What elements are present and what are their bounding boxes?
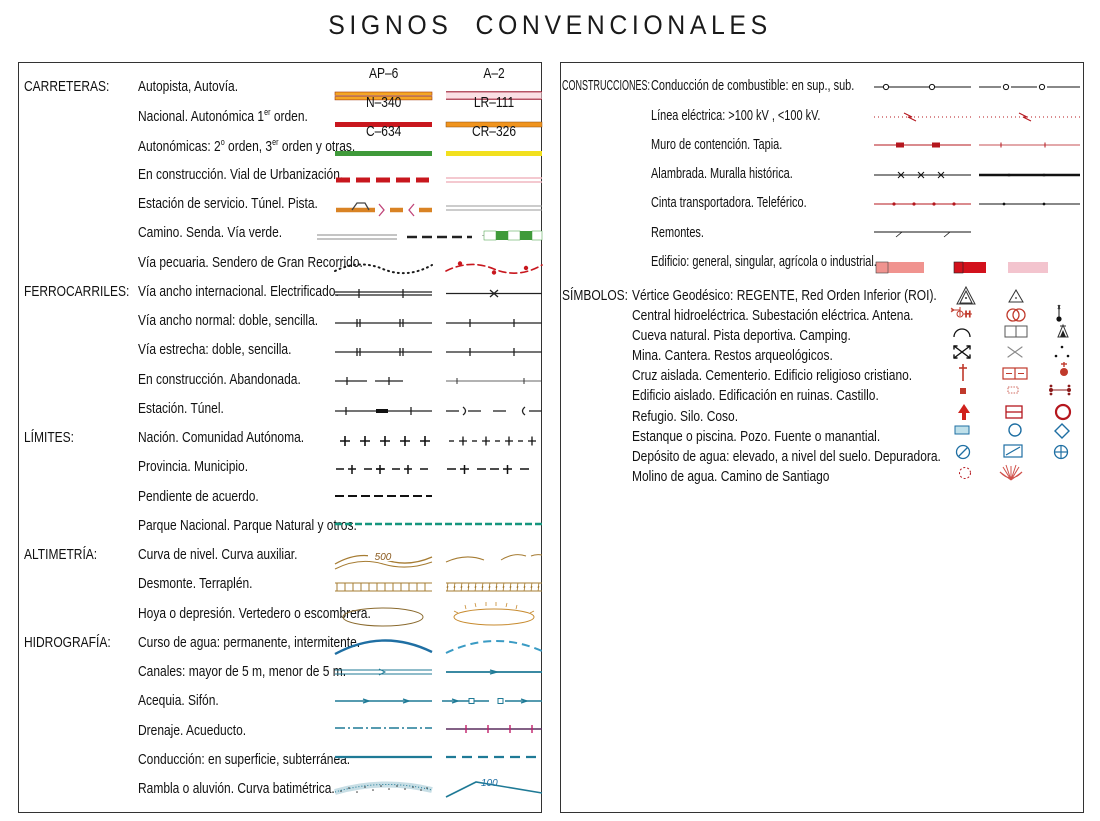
svg-text:H: H (965, 310, 971, 319)
svg-text:500: 500 (375, 552, 392, 563)
svg-text:100: 100 (481, 778, 498, 789)
